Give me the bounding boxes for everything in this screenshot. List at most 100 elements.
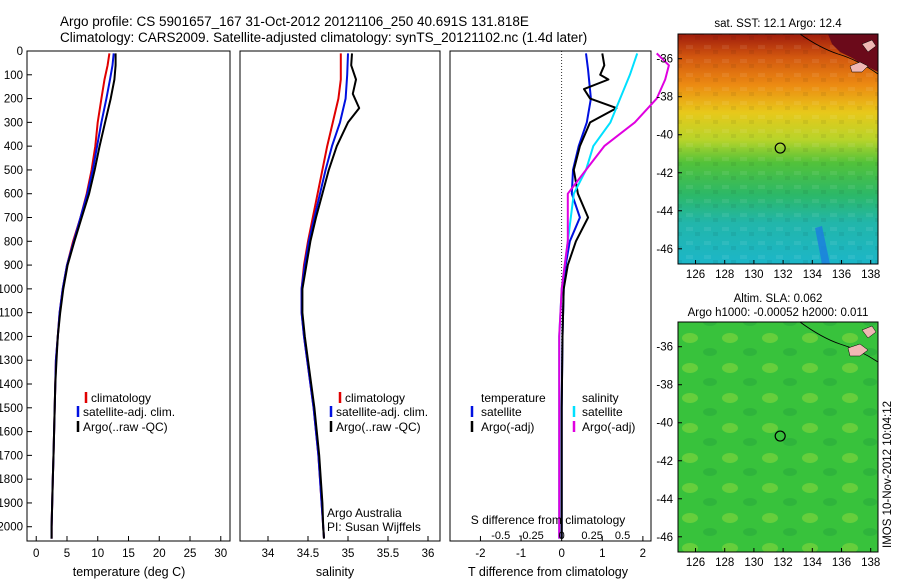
map-x-tick-label: 134 [803,269,823,281]
sla-map-island [861,325,877,339]
salinity-x-tick-label: 34.5 [297,548,319,560]
salinity-annotation-line2: PI: Susan Wijffels [327,520,421,534]
sla-map-panel: Altim. SLA: 0.062 Argo h1000: -0.00052 h… [656,293,880,569]
map-y-tick-label: -36 [656,342,673,354]
sst-map-panel: sat. SST: 12.1 Argo: 12.4 126 128 130 132 13… [656,18,880,281]
series-argo-raw-qc--line [50,53,117,539]
difference-top-tick-label: 0.25 [581,530,602,542]
legend-label-satellite: satellite-adj. clim. [83,405,175,419]
map-y-tick-label: -42 [656,456,673,468]
salinity-axes-frame [239,50,441,542]
series-salinity-argo-adj--line [558,52,670,539]
depth-tick-label: 1100 [0,308,23,320]
difference-x-tick-label: -2 [475,548,485,560]
map-x-tick-label: 128 [715,269,734,281]
temperature-legend: climatology satellite-adj. clim. Argo(..… [76,391,175,434]
legend-label-argo: Argo(..raw -QC) [336,420,421,434]
salinity-x-tick-label: 34 [262,548,275,560]
depth-tick-label: 1800 [0,474,23,486]
map-x-tick-label: 136 [832,557,851,569]
sla-map-texture [678,322,878,552]
map-x-tick-label: 132 [774,557,793,569]
salinity-annotation-line1: Argo Australia [327,506,402,520]
temperature-x-ticks: 0 5 10 15 20 25 30 [33,536,227,560]
series-argo-raw-qc--line [301,53,361,539]
depth-tick-label: 200 [4,94,23,106]
difference-top-tick-label: -0.5 [491,530,510,542]
map-x-tick-label: 136 [832,269,851,281]
depth-tick-label: 800 [4,236,23,248]
salinity-panel: 34 34.5 35 35.5 36 climatology satellite-adj… [239,50,441,579]
difference-top-tick-label: -0.25 [519,530,544,542]
temperature-x-tick-label: 5 [64,548,70,560]
legend-label-s-satellite: satellite [582,405,623,419]
depth-tick-label: 300 [4,117,23,129]
temperature-panel: 0100200300400500600700800900100011001200… [0,46,231,579]
map-y-tick-label: -46 [656,532,673,544]
temperature-x-axis-label: temperature (deg C) [73,565,186,579]
sst-map-island [849,61,869,73]
difference-top-tick-label: 0.5 [615,530,630,542]
depth-tick-label: 2000 [0,522,23,534]
sst-map-argo-marker [774,142,786,154]
map-y-tick-label: -40 [656,130,673,142]
map-y-tick-label: -44 [656,206,673,218]
map-y-tick-label: -44 [656,494,673,506]
map-x-tick-label: 138 [861,269,880,281]
map-x-tick-label: 128 [715,557,734,569]
temperature-x-tick-label: 30 [214,548,227,560]
legend-label-argo: Argo(..raw -QC) [83,420,168,434]
series-satellite-adj-clim--line [300,53,349,539]
legend-label-climatology: climatology [345,391,405,405]
depth-tick-label: 400 [4,141,23,153]
legend-heading-salinity: salinity [582,391,619,405]
map-y-tick-label: -42 [656,168,673,180]
depth-tick-label: 600 [4,189,23,201]
difference-top-axis-label: S difference from climatology [471,513,626,527]
depth-tick-label: 1300 [0,355,23,367]
sla-map-island [847,343,869,357]
sla-map-argo-marker [774,430,786,442]
temperature-axes-frame [26,50,231,542]
temperature-x-tick-label: 25 [184,548,197,560]
difference-x-tick-label: 0 [558,548,564,560]
map-y-tick-label: -38 [656,380,673,392]
salinity-x-tick-label: 35 [342,548,355,560]
sst-map-texture [678,34,878,264]
legend-label-climatology: climatology [91,391,151,405]
map-y-tick-label: -38 [656,92,673,104]
salinity-x-axis-label: salinity [316,565,355,579]
legend-label-t-argo: Argo(-adj) [481,420,534,434]
salinity-x-ticks: 34 34.5 35 35.5 36 [262,536,434,560]
map-x-tick-label: 126 [686,557,705,569]
depth-tick-label: 1900 [0,498,23,510]
map-x-tick-label: 132 [774,269,793,281]
map-y-tick-label: -46 [656,244,673,256]
temperature-x-tick-label: 10 [91,548,104,560]
difference-legend: temperature satellite Argo(-adj) salinit… [470,391,635,434]
difference-x-axis-label: T difference from climatology [468,565,629,579]
temperature-series [50,53,117,539]
sst-map-ticks: 126 128 130 132 134 136 138 -36 -38 -40 -42 -44 -46 [656,54,880,281]
map-x-tick-label: 130 [744,557,763,569]
difference-x-tick-label: 2 [640,548,646,560]
salinity-x-tick-label: 35.5 [377,548,399,560]
difference-axes-frame [449,50,652,542]
series-temperature-satellite-line [560,53,592,539]
map-x-tick-label: 126 [686,269,705,281]
legend-label-t-satellite: satellite [481,405,522,419]
depth-tick-label: 1500 [0,403,23,415]
depth-tick-label: 1000 [0,284,23,296]
salinity-legend: climatology satellite-adj. clim. Argo(..… [329,391,428,434]
depth-tick-label: 1200 [0,331,23,343]
depth-tick-label: 500 [4,165,23,177]
difference-x-tick-label: 1 [599,548,605,560]
footer-stamp: IMOS 10-Nov-2012 10:04:12 [882,401,894,548]
difference-panel: -2 -1 0 1 2 temperature satellite Argo(-adj)… [449,50,670,579]
legend-label-satellite: satellite-adj. clim. [336,405,428,419]
map-x-tick-label: 138 [861,557,880,569]
depth-tick-label: 700 [4,213,23,225]
legend-label-s-argo: Argo(-adj) [582,420,635,434]
legend-heading-temperature: temperature [481,391,546,405]
sla-map-coastline [799,321,879,363]
